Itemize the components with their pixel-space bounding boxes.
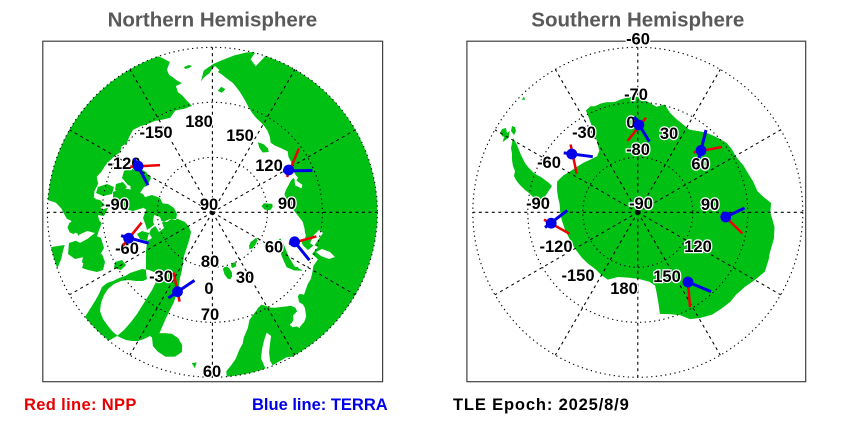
svg-text:Blue line: TERRA: Blue line: TERRA bbox=[252, 396, 388, 414]
svg-text:-30: -30 bbox=[149, 268, 173, 286]
svg-text:90: 90 bbox=[278, 195, 296, 213]
svg-text:80: 80 bbox=[201, 253, 219, 271]
svg-text:120: 120 bbox=[684, 238, 712, 256]
svg-text:60: 60 bbox=[691, 156, 709, 174]
svg-text:-120: -120 bbox=[539, 238, 572, 256]
svg-text:90: 90 bbox=[200, 196, 218, 214]
svg-text:-90: -90 bbox=[105, 196, 129, 214]
svg-text:-90: -90 bbox=[629, 195, 653, 213]
svg-text:0: 0 bbox=[204, 280, 213, 298]
svg-text:-60: -60 bbox=[626, 31, 650, 49]
svg-text:150: 150 bbox=[226, 127, 254, 145]
svg-text:-30: -30 bbox=[572, 124, 596, 142]
svg-text:Red line: NPP: Red line: NPP bbox=[24, 396, 137, 414]
svg-text:0: 0 bbox=[626, 114, 635, 132]
svg-text:-60: -60 bbox=[115, 240, 139, 258]
svg-text:-60: -60 bbox=[537, 154, 561, 172]
svg-text:-150: -150 bbox=[139, 124, 172, 142]
svg-text:-90: -90 bbox=[526, 195, 550, 213]
svg-text:30: 30 bbox=[660, 125, 678, 143]
svg-text:30: 30 bbox=[236, 269, 254, 287]
svg-text:-70: -70 bbox=[624, 86, 648, 104]
svg-text:180: 180 bbox=[185, 113, 213, 131]
svg-text:150: 150 bbox=[653, 268, 681, 286]
svg-text:Northern Hemisphere: Northern Hemisphere bbox=[108, 9, 318, 32]
svg-text:Southern Hemisphere: Southern Hemisphere bbox=[531, 9, 744, 32]
svg-text:TLE Epoch: 2025/8/9: TLE Epoch: 2025/8/9 bbox=[453, 396, 630, 414]
svg-text:90: 90 bbox=[701, 196, 719, 214]
svg-text:60: 60 bbox=[203, 363, 221, 381]
svg-text:180: 180 bbox=[610, 280, 638, 298]
svg-text:-150: -150 bbox=[561, 267, 594, 285]
svg-text:60: 60 bbox=[265, 239, 283, 257]
svg-text:-80: -80 bbox=[626, 141, 650, 159]
svg-text:120: 120 bbox=[255, 157, 283, 175]
svg-text:70: 70 bbox=[201, 306, 219, 324]
